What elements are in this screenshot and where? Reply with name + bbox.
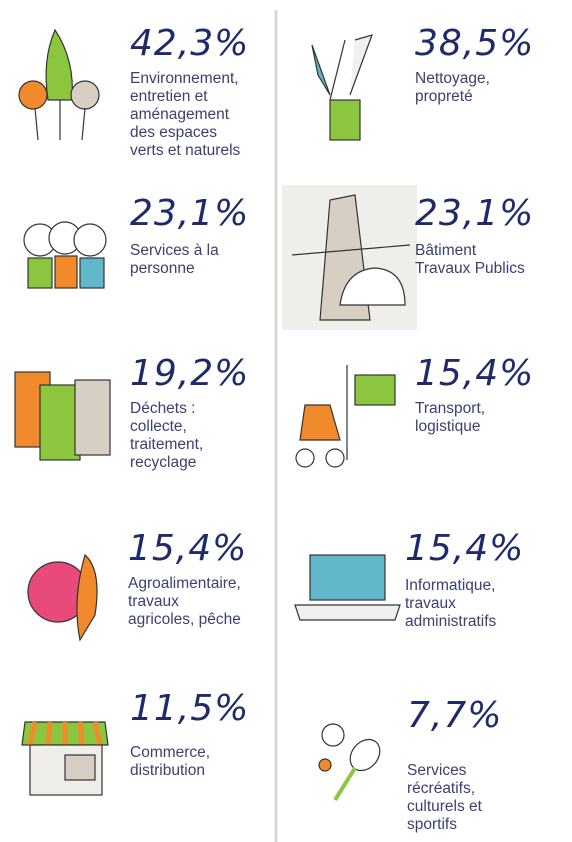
label-line: Services à la — [130, 242, 219, 259]
percent: 38,5% — [415, 23, 534, 64]
icon-people — [23, 221, 107, 289]
label-line: aménagement — [130, 106, 230, 123]
label-line: récréatifs, — [407, 780, 475, 797]
label-line: des espaces — [130, 124, 217, 141]
label-line: entretien et — [130, 88, 208, 105]
label-line: Nettoyage, — [415, 70, 490, 87]
label-line: travaux — [405, 595, 456, 612]
label-line: Agroalimentaire, — [128, 575, 241, 592]
label-line: culturels et — [407, 798, 483, 815]
label-line: verts et naturels — [130, 142, 241, 159]
icon-shop — [21, 721, 109, 796]
icon-construction — [282, 185, 417, 330]
label-line: Déchets : — [130, 400, 195, 417]
icon-laptop — [294, 554, 401, 621]
label-line: propreté — [415, 88, 473, 105]
label-line: agricoles, pêche — [128, 611, 241, 628]
label-line: Bâtiment — [415, 242, 477, 259]
label-line: Services — [407, 762, 467, 779]
percent: 15,4% — [128, 528, 247, 569]
label-line: sportifs — [407, 816, 457, 833]
label-line: travaux — [128, 593, 179, 610]
label-line: Commerce, — [130, 744, 210, 761]
label-line: administratifs — [405, 613, 497, 630]
icon-food — [27, 553, 98, 642]
label-line: Environnement, — [130, 70, 239, 87]
label-line: logistique — [415, 418, 481, 435]
icon-trees — [18, 28, 100, 141]
label-line: recyclage — [130, 454, 196, 471]
percent: 19,2% — [130, 353, 249, 394]
percent: 23,1% — [415, 193, 534, 234]
percent: 11,5% — [130, 688, 249, 729]
percent: 7,7% — [407, 695, 502, 736]
label-line: collecte, — [130, 418, 187, 435]
label-line: Travaux Publics — [415, 260, 525, 277]
icon-broom — [311, 34, 373, 141]
label-line: distribution — [130, 762, 205, 779]
percent: 15,4% — [405, 528, 524, 569]
percent: 15,4% — [415, 353, 534, 394]
label-line: Informatique, — [405, 577, 495, 594]
icon-forklift — [295, 365, 396, 468]
percent: 23,1% — [130, 193, 249, 234]
label-line: traitement, — [130, 436, 203, 453]
label-line: Transport, — [415, 400, 485, 417]
icon-sports — [318, 723, 381, 802]
icon-bins — [14, 371, 111, 461]
label-line: personne — [130, 260, 195, 277]
percent: 42,3% — [130, 23, 249, 64]
